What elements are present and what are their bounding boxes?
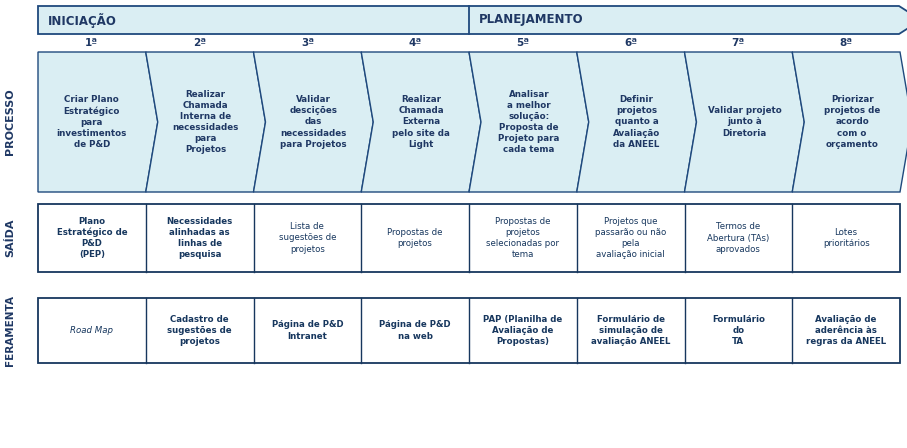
Text: Realizar
Chamada
Externa
pelo site da
Light: Realizar Chamada Externa pelo site da Li… [392,95,450,149]
Text: 6ª: 6ª [624,39,638,48]
Text: Propostas de
projetos: Propostas de projetos [387,228,443,248]
Text: 1ª: 1ª [85,39,99,48]
Text: INICIAÇÃO: INICIAÇÃO [48,13,117,27]
Polygon shape [253,52,374,192]
Text: SAÍDA: SAÍDA [5,219,15,257]
Text: Termos de
Abertura (TAs)
aprovados: Termos de Abertura (TAs) aprovados [707,222,769,254]
Text: 7ª: 7ª [732,39,745,48]
Text: Propostas de
projetos
selecionadas por
tema: Propostas de projetos selecionadas por t… [486,217,560,259]
Text: PLANEJAMENTO: PLANEJAMENTO [479,13,583,26]
Text: 5ª: 5ª [516,39,530,48]
Text: Definir
projetos
quanto a
Avaliação
da ANEEL: Definir projetos quanto a Avaliação da A… [613,95,660,149]
Text: Formulário de
simulação de
avaliação ANEEL: Formulário de simulação de avaliação ANE… [591,315,670,346]
Text: FERAMENTA: FERAMENTA [5,295,15,366]
Text: Projetos que
passarão ou não
pela
avaliação inicial: Projetos que passarão ou não pela avalia… [595,217,667,259]
Text: PAP (Planilha de
Avaliação de
Propostas): PAP (Planilha de Avaliação de Propostas) [483,315,562,346]
Text: 8ª: 8ª [840,39,853,48]
Text: Analisar
a melhor
solução:
Proposta de
Projeto para
cada tema: Analisar a melhor solução: Proposta de P… [498,90,560,154]
Polygon shape [469,6,907,34]
Bar [38,204,900,272]
Text: 4ª: 4ª [408,39,422,48]
Text: Realizar
Chamada
Interna de
necessidades
para
Projetos: Realizar Chamada Interna de necessidades… [172,90,239,154]
Text: Plano
Estratégico de
P&D
(PEP): Plano Estratégico de P&D (PEP) [56,216,127,259]
Text: Lista de
sugestões de
projetos: Lista de sugestões de projetos [278,222,336,254]
Text: Validar
descições
das
necessidades
para Projetos: Validar descições das necessidades para … [280,95,346,149]
Text: Cadastro de
sugestões de
projetos: Cadastro de sugestões de projetos [167,315,232,346]
Text: Priorizar
projetos de
acordo
com o
orçamento: Priorizar projetos de acordo com o orçam… [824,95,881,149]
Polygon shape [685,52,805,192]
Polygon shape [577,52,697,192]
Text: 3ª: 3ª [301,39,314,48]
Text: Página de P&D
na web: Página de P&D na web [379,320,451,340]
Polygon shape [361,52,481,192]
Text: Road Map: Road Map [71,326,113,335]
Text: Necessidades
alinhadas as
linhas de
pesquisa: Necessidades alinhadas as linhas de pesq… [167,217,233,259]
Text: Criar Plano
Estratégico
para
investimentos
de P&D: Criar Plano Estratégico para investiment… [56,95,127,149]
Polygon shape [38,6,491,34]
Text: 2ª: 2ª [193,39,206,48]
Polygon shape [792,52,907,192]
Text: Página de P&D
Intranet: Página de P&D Intranet [271,320,343,340]
Text: Avaliação de
aderência às
regras da ANEEL: Avaliação de aderência às regras da ANEE… [806,315,886,346]
Text: Formulário
do
TA: Formulário do TA [712,315,765,346]
Polygon shape [146,52,266,192]
Bar [38,298,900,363]
Text: Lotes
prioritários: Lotes prioritários [823,228,870,248]
Polygon shape [38,52,158,192]
Polygon shape [469,52,589,192]
Text: PROCESSO: PROCESSO [5,89,15,155]
Text: Validar projeto
junto à
Diretoria: Validar projeto junto à Diretoria [707,106,781,138]
